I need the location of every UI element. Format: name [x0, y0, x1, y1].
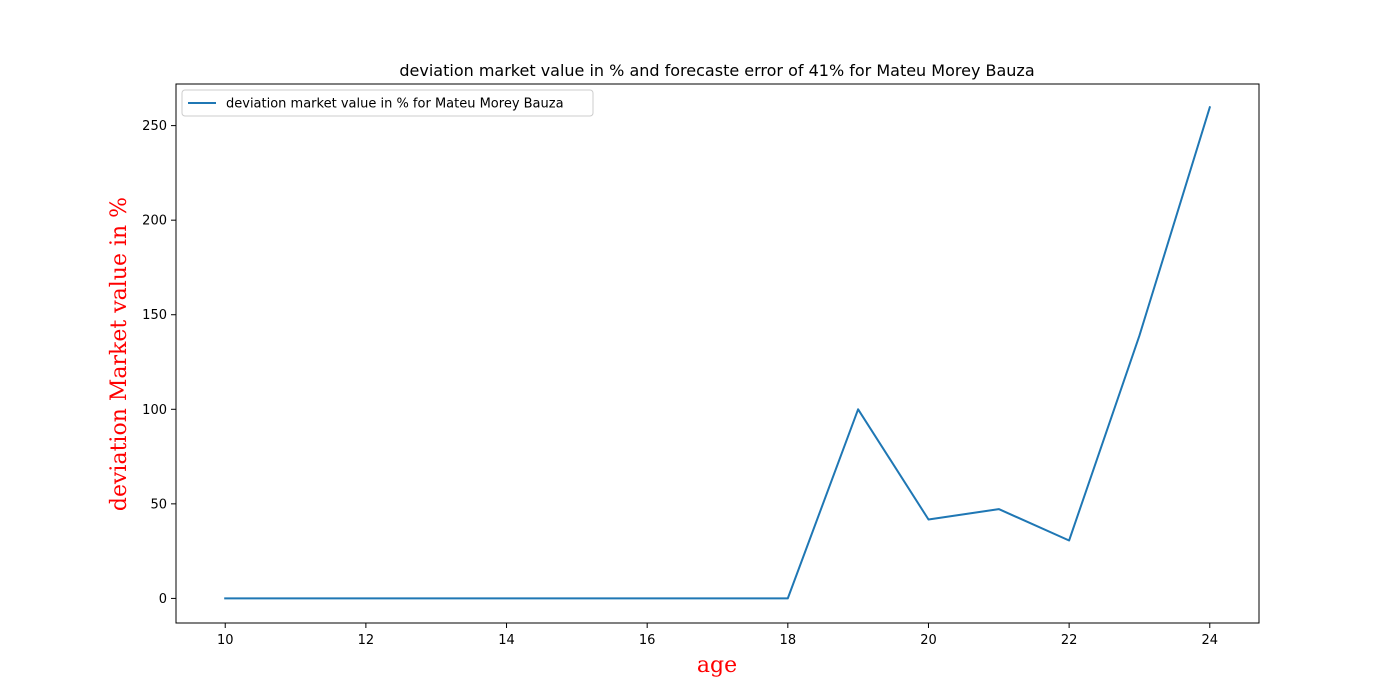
- x-axis-label: age: [697, 653, 737, 678]
- x-tick-label: 22: [1061, 633, 1078, 648]
- chart-title: deviation market value in % and forecast…: [399, 61, 1034, 80]
- y-tick-label: 0: [159, 592, 167, 607]
- y-tick-label: 200: [142, 214, 167, 229]
- x-tick-label: 16: [639, 633, 656, 648]
- x-tick-label: 12: [358, 633, 375, 648]
- x-tick-label: 20: [920, 633, 937, 648]
- x-tick-label: 10: [217, 633, 234, 648]
- y-tick-label: 50: [150, 497, 167, 512]
- x-tick-label: 18: [780, 633, 797, 648]
- plot-area: 10 12 14 16 18 20 22 24 0 50 100 150 200 250 deviation…: [142, 83, 1260, 648]
- legend-label: deviation market value in % for Mateu Mo…: [226, 97, 564, 112]
- series-line: [224, 106, 1212, 600]
- x-tick-label: 14: [498, 633, 515, 648]
- y-tick-label: 150: [142, 308, 167, 323]
- y-axis-label: deviation Market value in %: [107, 197, 132, 511]
- axes-frame: [175, 83, 1260, 624]
- x-tick-label: 24: [1201, 633, 1218, 648]
- y-tick-label: 100: [142, 403, 167, 418]
- y-tick-label: 250: [142, 119, 167, 134]
- legend-box: [181, 89, 594, 117]
